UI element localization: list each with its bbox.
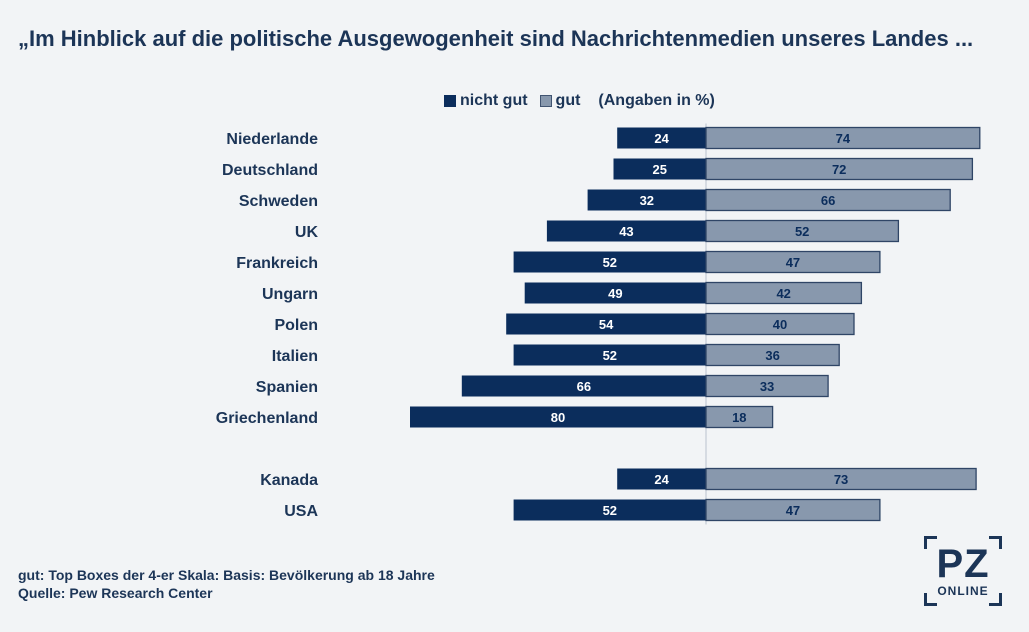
value-label-nicht-gut-ungarn: 49 — [608, 286, 622, 301]
value-label-nicht-gut-deutschland: 25 — [653, 162, 667, 177]
bar-gut-polen — [705, 312, 855, 336]
category-label-schweden: Schweden — [239, 193, 318, 210]
footer: gut: Top Boxes der 4-er Skala: Basis: Be… — [18, 566, 435, 602]
bar-gut-frankreich — [705, 250, 881, 274]
value-label-gut-niederlande: 74 — [836, 131, 851, 146]
bar-gut-italien — [705, 343, 840, 367]
bar-gut-schweden — [705, 188, 951, 212]
legend-swatch-nicht-gut — [444, 95, 456, 107]
bar-nicht-gut-usa — [513, 499, 706, 521]
footer-note: gut: Top Boxes der 4-er Skala: Basis: Be… — [18, 567, 435, 583]
bar-nicht-gut-ungarn — [524, 282, 706, 304]
bar-gut-deutschland — [705, 157, 974, 181]
legend-label-gut: gut — [555, 92, 581, 109]
value-label-gut-uk: 52 — [795, 224, 809, 239]
legend-item-gut: gut — [539, 92, 581, 110]
category-label-frankreich: Frankreich — [236, 255, 318, 272]
chart-title: „Im Hinblick auf die politische Ausgewog… — [18, 26, 974, 51]
bar-nicht-gut-deutschland — [613, 158, 706, 180]
category-label-spanien: Spanien — [256, 379, 318, 396]
legend-swatch-gut — [539, 95, 552, 107]
category-label-usa: USA — [284, 503, 318, 520]
value-label-nicht-gut-frankreich: 52 — [603, 255, 617, 270]
value-label-nicht-gut-usa: 52 — [603, 503, 617, 518]
value-label-gut-frankreich: 47 — [786, 255, 800, 270]
legend-label-nicht-gut: nicht gut — [460, 92, 528, 109]
bar-nicht-gut-uk — [546, 220, 706, 242]
value-label-nicht-gut-spanien: 66 — [577, 379, 591, 394]
value-label-nicht-gut-schweden: 32 — [640, 193, 654, 208]
value-label-gut-kanada: 73 — [834, 472, 848, 487]
value-label-gut-schweden: 66 — [821, 193, 835, 208]
bar-nicht-gut-spanien — [461, 375, 706, 397]
bar-nicht-gut-niederlande — [617, 127, 706, 149]
bar-nicht-gut-frankreich — [513, 251, 706, 273]
category-label-niederlande: Niederlande — [226, 131, 318, 148]
value-label-gut-italien: 36 — [765, 348, 779, 363]
value-label-nicht-gut-polen: 54 — [599, 317, 614, 332]
value-label-nicht-gut-niederlande: 24 — [654, 131, 669, 146]
legend-unit: (Angaben in %) — [598, 92, 715, 109]
legend: nicht gut gut (Angaben in %) — [444, 92, 715, 110]
category-label-deutschland: Deutschland — [222, 162, 318, 179]
value-label-nicht-gut-kanada: 24 — [654, 472, 669, 487]
bar-nicht-gut-kanada — [617, 468, 706, 490]
category-label-kanada: Kanada — [260, 472, 318, 489]
bar-gut-usa — [705, 498, 881, 522]
logo-text: PZ — [936, 542, 990, 586]
footer-source: Quelle: Pew Research Center — [18, 585, 213, 601]
value-label-nicht-gut-uk: 43 — [619, 224, 633, 239]
category-label-griechenland: Griechenland — [216, 410, 318, 427]
category-label-italien: Italien — [272, 348, 318, 365]
bar-gut-uk — [705, 219, 900, 243]
legend-item-nicht-gut: nicht gut — [444, 92, 528, 110]
category-label-polen: Polen — [274, 317, 318, 334]
value-label-gut-spanien: 33 — [760, 379, 774, 394]
bar-gut-kanada — [705, 467, 977, 491]
bar-gut-niederlande — [705, 126, 981, 150]
category-label-ungarn: Ungarn — [262, 286, 318, 303]
value-label-nicht-gut-italien: 52 — [603, 348, 617, 363]
pz-online-logo: PZ ONLINE — [924, 536, 1002, 606]
bar-nicht-gut-italien — [513, 344, 706, 366]
value-label-gut-polen: 40 — [773, 317, 787, 332]
bar-nicht-gut-griechenland — [410, 406, 706, 428]
value-label-gut-deutschland: 72 — [832, 162, 846, 177]
value-label-gut-ungarn: 42 — [776, 286, 790, 301]
logo-subtext: ONLINE — [937, 584, 989, 598]
value-label-gut-usa: 47 — [786, 503, 800, 518]
bar-gut-spanien — [705, 374, 829, 398]
value-label-gut-griechenland: 18 — [732, 410, 746, 425]
bar-gut-ungarn — [705, 281, 863, 305]
bar-nicht-gut-schweden — [587, 189, 706, 211]
bar-nicht-gut-polen — [506, 313, 706, 335]
bar-gut-griechenland — [705, 405, 774, 429]
value-label-nicht-gut-griechenland: 80 — [551, 410, 565, 425]
category-label-uk: UK — [295, 224, 319, 241]
